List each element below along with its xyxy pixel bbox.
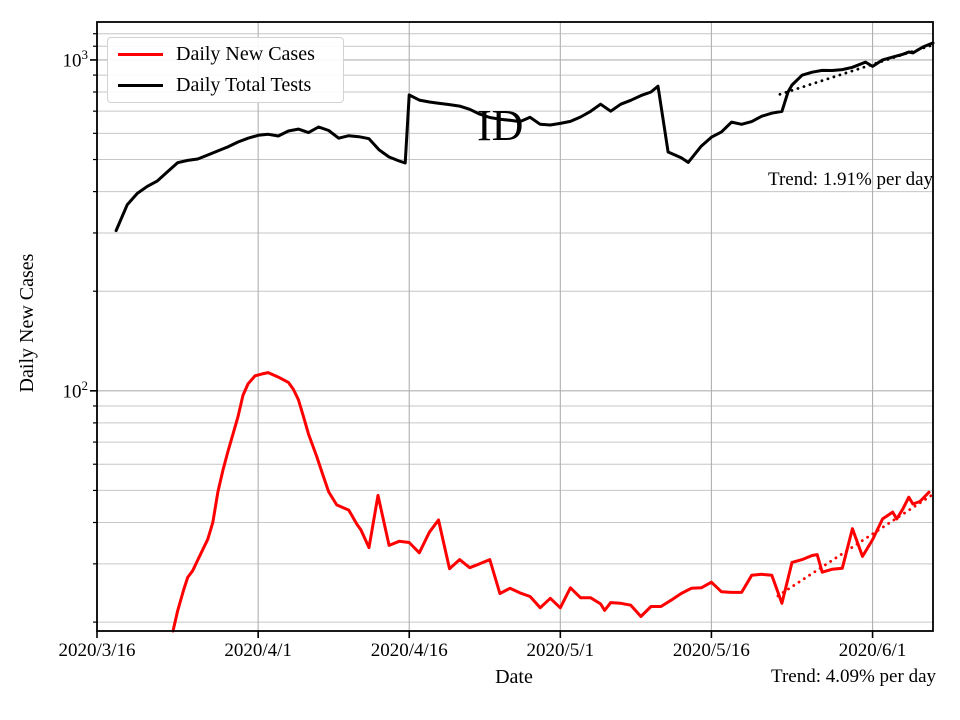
x-tick-label: 2020/6/1 [838,640,907,661]
x-tick-label: 2020/3/16 [58,640,136,661]
legend-item-cases: Daily New Cases [108,39,343,69]
series-daily-new-cases [171,371,931,633]
legend-label: Daily New Cases [176,42,315,65]
x-tick-label: 2020/4/1 [224,640,292,661]
x-tick-label: 2020/4/16 [370,640,448,661]
tests-line-sample [118,84,163,88]
x-axis-label: Date [495,666,533,688]
legend-label: Daily Total Tests [176,74,312,97]
cases-trend-annotation: Trend: 4.09% per day [771,666,936,687]
plot-frame [96,21,934,632]
series-cases-trend-4-09-per-day [776,494,933,598]
x-tick-label: 2020/5/16 [672,640,750,661]
cases-line-sample [118,52,163,56]
tests-trend-annotation: Trend: 1.91% per day [768,169,933,190]
x-tick-label: 2020/5/1 [526,640,595,661]
series-daily-total-tests [114,41,935,233]
legend: Daily New Cases Daily Total Tests [107,37,344,103]
y-tick-label: 103 [62,46,89,72]
y-tick-label: 102 [62,377,89,403]
state-id-annotation: ID [477,101,524,150]
legend-item-tests: Daily Total Tests [108,71,343,101]
